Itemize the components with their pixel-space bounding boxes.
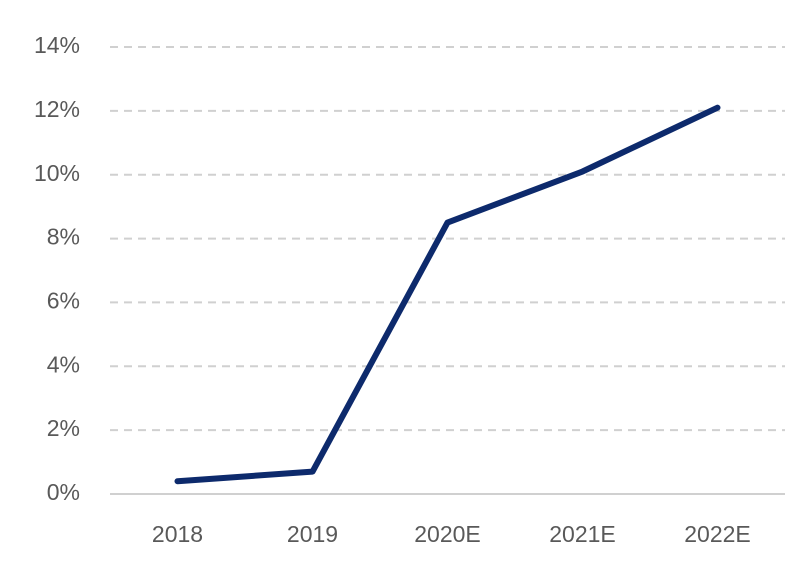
y-tick-label: 10%: [34, 160, 80, 186]
y-tick-label: 8%: [47, 224, 80, 250]
data-line: [174, 104, 721, 485]
y-tick-label: 0%: [47, 479, 80, 505]
y-tick-label: 2%: [47, 415, 80, 441]
x-tick-label: 2019: [287, 521, 338, 547]
y-tick-label: 6%: [47, 288, 80, 314]
y-tick-label: 4%: [47, 351, 80, 377]
x-tick-label: 2020E: [414, 521, 481, 547]
x-tick-label: 2018: [152, 521, 203, 547]
x-tick-label: 2021E: [549, 521, 616, 547]
x-tick-label: 2022E: [684, 521, 751, 547]
y-tick-label: 12%: [34, 96, 80, 122]
y-tick-label: 14%: [34, 32, 80, 58]
